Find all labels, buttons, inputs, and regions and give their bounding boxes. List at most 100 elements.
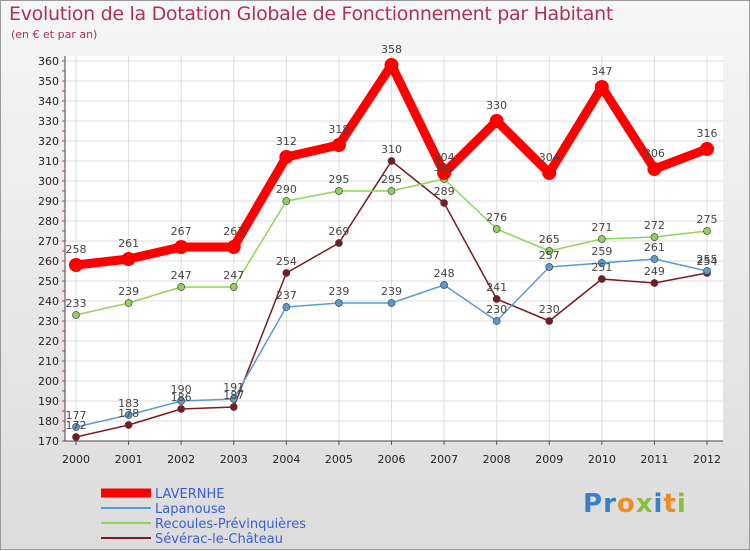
data-point [384, 58, 399, 72]
data-point [703, 267, 711, 275]
data-point [492, 225, 501, 233]
x-tick-label: 2002 [167, 453, 195, 466]
y-tick-label: 230 [38, 315, 59, 328]
data-point [440, 199, 448, 207]
data-label: 177 [66, 409, 87, 422]
data-label: 347 [591, 65, 612, 78]
data-point [177, 405, 186, 413]
data-label: 172 [66, 419, 87, 432]
data-point [72, 311, 80, 319]
data-label: 241 [486, 281, 507, 294]
data-label: 186 [171, 391, 192, 404]
y-tick-label: 260 [38, 255, 59, 268]
legend-label: LAVERNHE [155, 487, 224, 502]
data-label: 191 [223, 381, 244, 394]
x-tick-label: 2000 [62, 453, 90, 466]
data-label: 190 [171, 383, 192, 396]
data-point [282, 303, 291, 311]
data-point [387, 299, 396, 307]
data-point [124, 299, 133, 307]
data-point [72, 423, 80, 431]
x-tick-label: 2005 [325, 453, 353, 466]
data-point [489, 114, 504, 128]
y-tick-label: 340 [38, 95, 59, 108]
data-point [542, 166, 557, 180]
y-tick-label: 290 [38, 195, 59, 208]
data-label: 271 [591, 221, 612, 234]
data-label: 239 [381, 285, 402, 298]
data-point [124, 421, 133, 429]
data-label: 267 [171, 225, 192, 238]
x-tick-label: 2007 [430, 453, 458, 466]
data-point [650, 279, 659, 287]
data-point [545, 263, 554, 271]
data-label: 251 [591, 261, 612, 274]
y-tick-label: 360 [38, 55, 59, 68]
data-label: 249 [644, 265, 665, 278]
data-label: 358 [381, 43, 402, 56]
logo-letter: i [676, 489, 687, 519]
data-label: 318 [328, 123, 349, 136]
data-point [177, 397, 186, 405]
data-label: 247 [223, 269, 244, 282]
data-point [335, 299, 343, 307]
data-label: 248 [434, 267, 455, 280]
data-point [597, 235, 606, 243]
data-label: 254 [276, 255, 297, 268]
data-label: 289 [434, 185, 455, 198]
y-tick-label: 180 [38, 415, 59, 428]
data-label: 255 [697, 253, 718, 266]
data-label: 304 [434, 151, 455, 164]
data-label: 272 [644, 219, 665, 232]
data-label: 233 [66, 297, 87, 310]
data-label: 237 [276, 289, 297, 302]
x-tick-label: 2006 [378, 453, 406, 466]
data-label: 257 [539, 249, 560, 262]
data-label: 276 [486, 211, 507, 224]
data-point [229, 395, 238, 403]
x-tick-label: 2004 [272, 453, 300, 466]
data-label: 304 [539, 151, 560, 164]
data-point [703, 227, 711, 235]
data-label: 295 [381, 173, 402, 186]
data-label: 295 [328, 173, 349, 186]
x-tick-label: 2012 [693, 453, 721, 466]
y-tick-label: 170 [38, 435, 59, 448]
data-label: 316 [697, 127, 718, 140]
data-point [174, 240, 189, 254]
data-point [650, 255, 659, 263]
data-label: 259 [591, 245, 612, 258]
logo-letter: x [635, 489, 654, 519]
data-point [597, 275, 606, 283]
x-tick-label: 2001 [115, 453, 143, 466]
data-label: 261 [644, 241, 665, 254]
data-label: 301 [434, 161, 455, 174]
data-point [492, 295, 501, 303]
data-label: 254 [697, 255, 718, 268]
chart-subtitle: (en € et par an) [11, 28, 98, 41]
data-label: 267 [223, 225, 244, 238]
data-label: 265 [539, 233, 560, 246]
data-point [335, 187, 343, 195]
data-label: 330 [486, 99, 507, 112]
y-tick-label: 350 [38, 75, 59, 88]
data-label: 247 [171, 269, 192, 282]
y-tick-label: 330 [38, 115, 59, 128]
logo-letter: P [583, 489, 604, 519]
proxiti-logo: Proxiti [583, 489, 687, 519]
y-tick-label: 210 [38, 355, 59, 368]
data-point [650, 233, 659, 241]
y-tick-label: 190 [38, 395, 59, 408]
data-point [177, 283, 186, 291]
data-label: 239 [118, 285, 139, 298]
data-label: 239 [328, 285, 349, 298]
data-label: 269 [328, 225, 349, 238]
y-tick-label: 250 [38, 275, 59, 288]
data-point [545, 247, 554, 255]
data-label: 312 [276, 135, 297, 148]
data-point [387, 187, 396, 195]
data-point [437, 166, 452, 180]
y-tick-label: 310 [38, 155, 59, 168]
data-label: 230 [486, 303, 507, 316]
